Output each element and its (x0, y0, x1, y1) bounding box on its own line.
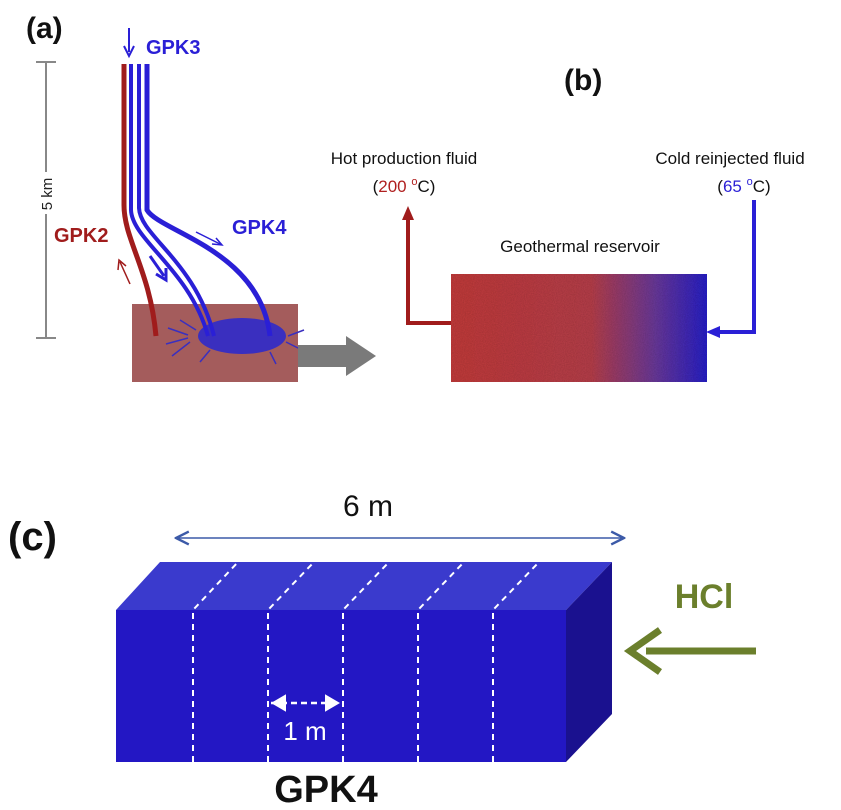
injection-arrow-top (123, 28, 135, 59)
block-top-face (116, 562, 612, 610)
width-label: 6 m (343, 490, 393, 523)
gpk3-well-line-b (137, 64, 216, 337)
acid-label: HCl (675, 578, 734, 616)
gpk4-label: GPK4 (232, 217, 287, 239)
gpk2-label: GPK2 (54, 225, 108, 247)
panel-c-label: (c) (8, 515, 57, 559)
spacing-label: 1 m (283, 716, 326, 746)
production-pipe (402, 206, 451, 325)
geothermal-reservoir (451, 274, 707, 382)
fracture-arrows (165, 319, 305, 365)
gpk2-well (121, 64, 159, 337)
gpk3-label: GPK3 (146, 37, 200, 59)
acid-injection-arrow (623, 627, 756, 675)
panel-c: (c) 6 m 1 m HCl GPK4 (8, 490, 756, 810)
depth-scale-bar: 5 km (36, 61, 56, 339)
panel-a-label: (a) (26, 12, 63, 45)
block-side-face (566, 562, 612, 762)
panel-b: (b) Hot production fluid (200 oC) Cold r… (331, 64, 805, 382)
depth-label: 5 km (39, 178, 56, 211)
hot-fluid-temp: (200 oC) (373, 176, 436, 196)
link-arrow-a-to-b (298, 336, 376, 376)
cold-fluid-label: Cold reinjected fluid (655, 149, 804, 168)
hot-fluid-label: Hot production fluid (331, 149, 477, 168)
gpk4-flow-arrow (195, 231, 224, 246)
gpk3-well-line-a (129, 64, 210, 337)
reservoir-label: Geothermal reservoir (500, 237, 660, 256)
gpk4-well (144, 64, 273, 337)
block-front-face (116, 610, 566, 762)
block-label: GPK4 (274, 769, 377, 810)
injection-pipe (706, 200, 756, 338)
panel-a: (a) 5 km GPK3 GPK2 GPK4 (26, 12, 376, 382)
stimulated-zone (198, 318, 286, 354)
production-arrow-gpk2 (117, 258, 131, 285)
cold-fluid-temp: (65 oC) (717, 176, 770, 196)
panel-b-label: (b) (564, 64, 602, 97)
injection-arrow-mid (148, 255, 168, 283)
